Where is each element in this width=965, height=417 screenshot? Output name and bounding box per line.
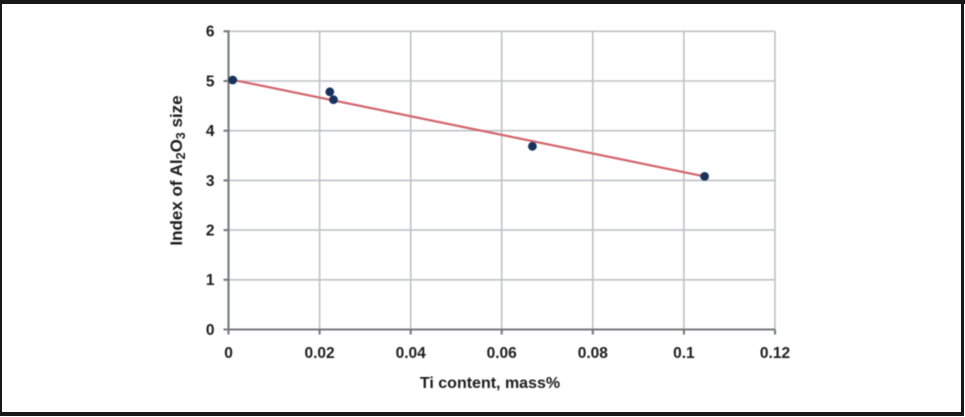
- svg-text:0.04: 0.04: [396, 345, 427, 362]
- svg-text:Index of Al2O3 size: Index of Al2O3 size: [167, 95, 188, 245]
- svg-text:Ti content, mass%: Ti content, mass%: [420, 375, 560, 392]
- svg-text:0.02: 0.02: [305, 345, 335, 362]
- svg-text:6: 6: [206, 24, 215, 41]
- svg-text:2: 2: [206, 223, 215, 240]
- svg-text:4: 4: [206, 123, 215, 140]
- svg-text:0.12: 0.12: [760, 345, 790, 362]
- svg-text:3: 3: [206, 173, 215, 190]
- svg-text:0: 0: [206, 322, 215, 339]
- svg-text:0.08: 0.08: [578, 345, 609, 362]
- svg-text:1: 1: [206, 272, 215, 289]
- svg-text:0: 0: [224, 345, 233, 362]
- svg-text:0.06: 0.06: [487, 345, 518, 362]
- svg-text:0.1: 0.1: [673, 345, 695, 362]
- svg-text:5: 5: [206, 73, 215, 90]
